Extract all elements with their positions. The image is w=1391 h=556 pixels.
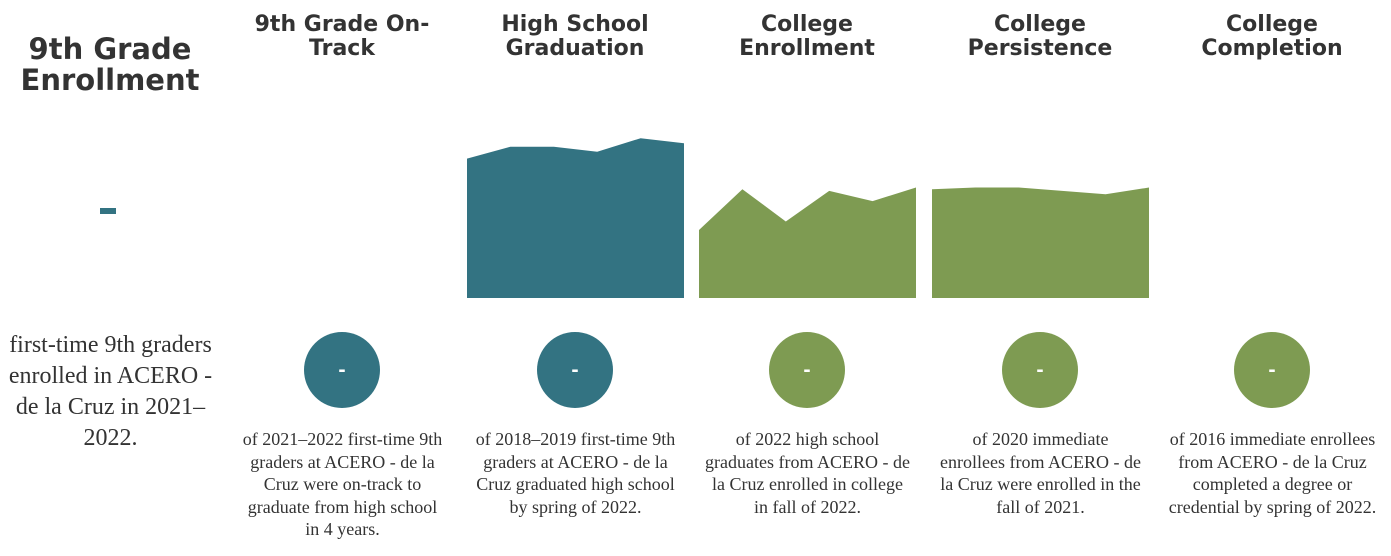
metric-value: -	[1036, 359, 1044, 381]
metric-description: of 2016 immediate enrollees from ACERO -…	[1168, 429, 1377, 517]
metric-value-circle: -	[304, 332, 380, 408]
metric-value: -	[1268, 359, 1276, 381]
metric-title: College Persistence	[967, 12, 1113, 61]
area-series	[699, 187, 916, 298]
metric-area-chart	[932, 187, 1149, 298]
metric-description: of 2022 high school graduates from ACERO…	[705, 429, 910, 517]
enrollment-description: first-time 9th graders enrolled in ACERO…	[8, 332, 213, 451]
metric-value: -	[571, 359, 579, 381]
metric-value-circle: -	[1234, 332, 1310, 408]
metric-title: College Enrollment	[739, 12, 875, 61]
metric-title: College Completion	[1201, 12, 1343, 61]
area-series	[932, 187, 1149, 298]
metric-title: High School Graduation	[501, 12, 649, 61]
metric-area-chart	[1164, 128, 1381, 298]
metric-value: -	[803, 359, 811, 381]
enrollment-title: 9th Grade Enrollment	[20, 32, 200, 98]
metric-description: of 2018–2019 first-time 9th graders at A…	[475, 429, 676, 517]
metric-description: of 2021–2022 first-time 9th graders at A…	[242, 429, 443, 539]
metric-value: -	[338, 359, 346, 381]
metric-area-chart	[699, 187, 916, 298]
metric-value-circle: -	[1002, 332, 1078, 408]
metric-value-circle: -	[769, 332, 845, 408]
area-series	[467, 138, 684, 298]
metric-title: 9th Grade On-Track	[254, 12, 430, 61]
metric-description: of 2020 immediate enrollees from ACERO -…	[940, 429, 1141, 517]
metric-area-chart	[467, 138, 684, 298]
metric-value-circle: -	[537, 332, 613, 408]
metric-area-chart	[234, 128, 451, 298]
enrollment-value-dash	[100, 208, 116, 214]
